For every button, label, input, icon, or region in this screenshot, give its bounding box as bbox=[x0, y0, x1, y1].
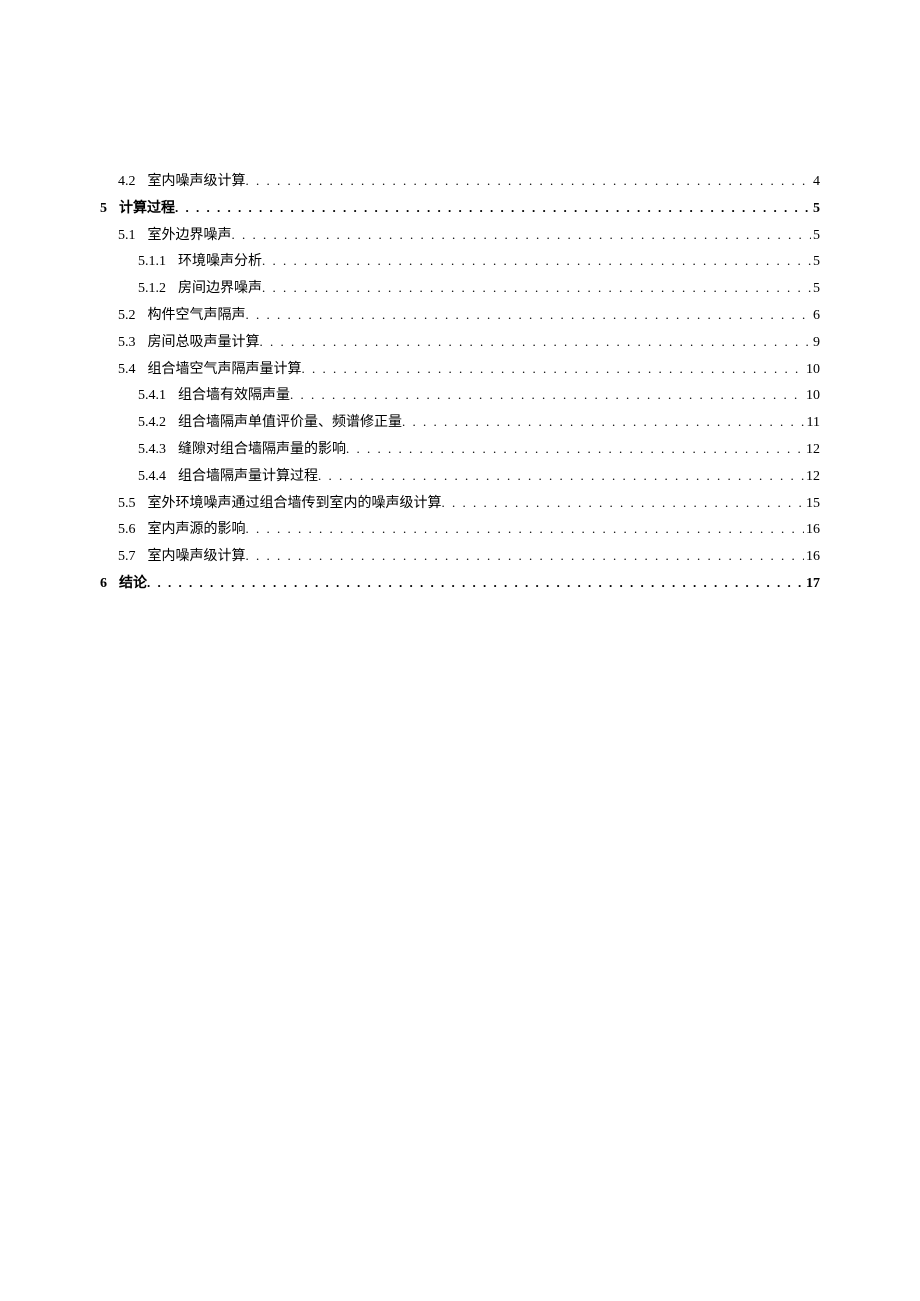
toc-entry-title: 组合墙隔声单值评价量、频谱修正量 bbox=[178, 411, 402, 435]
toc-entry-page: 16 bbox=[806, 518, 820, 542]
toc-entry-number: 5.4.2 bbox=[138, 411, 166, 435]
toc-leader-dots bbox=[246, 518, 805, 540]
toc-entry-number: 5.1 bbox=[118, 224, 136, 248]
toc-entry-page: 9 bbox=[813, 331, 820, 355]
toc-entry-page: 12 bbox=[806, 438, 820, 462]
toc-entry: 5.4 组合墙空气声隔声量计算 10 bbox=[100, 358, 820, 382]
toc-entry-page: 16 bbox=[806, 545, 820, 569]
toc-entry: 5.4.4 组合墙隔声量计算过程 12 bbox=[100, 465, 820, 489]
toc-entry-page: 5 bbox=[813, 197, 820, 221]
toc-leader-dots bbox=[346, 438, 804, 460]
toc-entry-title: 计算过程 bbox=[119, 197, 175, 221]
toc-entry: 5.3 房间总吸声量计算 9 bbox=[100, 331, 820, 355]
toc-entry-title: 室外环境噪声通过组合墙传到室内的噪声级计算 bbox=[148, 492, 442, 516]
toc-leader-dots bbox=[246, 545, 805, 567]
toc-entry-number: 5.1.2 bbox=[138, 277, 166, 301]
toc-entry-page: 10 bbox=[806, 358, 820, 382]
toc-entry-title: 环境噪声分析 bbox=[178, 250, 262, 274]
toc-entry: 4.2 室内噪声级计算 4 bbox=[100, 170, 820, 194]
toc-entry: 5.4.1 组合墙有效隔声量 10 bbox=[100, 384, 820, 408]
toc-entry-page: 15 bbox=[806, 492, 820, 516]
toc-entry-page: 5 bbox=[813, 277, 820, 301]
toc-leader-dots bbox=[147, 572, 804, 594]
toc-leader-dots bbox=[246, 304, 812, 326]
toc-entry-number: 5.3 bbox=[118, 331, 136, 355]
toc-entry: 5.1.1 环境噪声分析 5 bbox=[100, 250, 820, 274]
toc-leader-dots bbox=[442, 492, 805, 514]
toc-leader-dots bbox=[260, 331, 812, 353]
toc-entry-page: 10 bbox=[806, 384, 820, 408]
document-page: 4.2室内噪声级计算45计算过程55.1室外边界噪声55.1.1环境噪声分析55… bbox=[0, 0, 920, 596]
toc-entry: 5.1 室外边界噪声 5 bbox=[100, 224, 820, 248]
toc-leader-dots bbox=[402, 411, 805, 433]
toc-entry-title: 组合墙空气声隔声量计算 bbox=[148, 358, 302, 382]
toc-entry-number: 6 bbox=[100, 572, 107, 596]
toc-entry-title: 构件空气声隔声 bbox=[148, 304, 246, 328]
toc-entry-page: 17 bbox=[806, 572, 820, 596]
toc-entry: 5.2 构件空气声隔声 6 bbox=[100, 304, 820, 328]
toc-entry-page: 12 bbox=[806, 465, 820, 489]
toc-entry: 5.6 室内声源的影响 16 bbox=[100, 518, 820, 542]
toc-entry-number: 5.1.1 bbox=[138, 250, 166, 274]
toc-entry-page: 4 bbox=[813, 170, 820, 194]
toc-leader-dots bbox=[232, 224, 812, 246]
toc-entry-title: 室内声源的影响 bbox=[148, 518, 246, 542]
toc-entry: 5.5 室外环境噪声通过组合墙传到室内的噪声级计算 15 bbox=[100, 492, 820, 516]
toc-entry: 5.4.3 缝隙对组合墙隔声量的影响 12 bbox=[100, 438, 820, 462]
toc-entry-title: 缝隙对组合墙隔声量的影响 bbox=[178, 438, 346, 462]
toc-leader-dots bbox=[246, 170, 812, 192]
toc-entry-title: 房间总吸声量计算 bbox=[148, 331, 260, 355]
toc-leader-dots bbox=[302, 358, 805, 380]
toc-entry-title: 房间边界噪声 bbox=[178, 277, 262, 301]
toc-leader-dots bbox=[175, 197, 811, 219]
toc-entry-title: 组合墙有效隔声量 bbox=[178, 384, 290, 408]
toc-entry-page: 6 bbox=[813, 304, 820, 328]
toc-entry-number: 5.5 bbox=[118, 492, 136, 516]
toc-entry: 6 结论 17 bbox=[100, 572, 820, 596]
toc-entry-number: 5.4.3 bbox=[138, 438, 166, 462]
table-of-contents: 4.2室内噪声级计算45计算过程55.1室外边界噪声55.1.1环境噪声分析55… bbox=[100, 170, 820, 596]
toc-entry-title: 组合墙隔声量计算过程 bbox=[178, 465, 318, 489]
toc-entry: 5.7 室内噪声级计算 16 bbox=[100, 545, 820, 569]
toc-leader-dots bbox=[290, 384, 804, 406]
toc-entry-page: 5 bbox=[813, 224, 820, 248]
toc-entry-number: 5.4.4 bbox=[138, 465, 166, 489]
toc-entry-title: 室内噪声级计算 bbox=[148, 545, 246, 569]
toc-entry: 5.4.2 组合墙隔声单值评价量、频谱修正量 11 bbox=[100, 411, 820, 435]
toc-leader-dots bbox=[318, 465, 804, 487]
toc-entry-title: 室外边界噪声 bbox=[148, 224, 232, 248]
toc-entry-page: 5 bbox=[813, 250, 820, 274]
toc-entry: 5 计算过程 5 bbox=[100, 197, 820, 221]
toc-leader-dots bbox=[262, 250, 811, 272]
toc-entry-title: 室内噪声级计算 bbox=[148, 170, 246, 194]
toc-entry-number: 5.6 bbox=[118, 518, 136, 542]
toc-entry-number: 4.2 bbox=[118, 170, 136, 194]
toc-entry-number: 5 bbox=[100, 197, 107, 221]
toc-entry-number: 5.4.1 bbox=[138, 384, 166, 408]
toc-entry-title: 结论 bbox=[119, 572, 147, 596]
toc-entry-number: 5.4 bbox=[118, 358, 136, 382]
toc-entry-page: 11 bbox=[807, 411, 820, 435]
toc-entry-number: 5.2 bbox=[118, 304, 136, 328]
toc-leader-dots bbox=[262, 277, 811, 299]
toc-entry: 5.1.2 房间边界噪声 5 bbox=[100, 277, 820, 301]
toc-entry-number: 5.7 bbox=[118, 545, 136, 569]
